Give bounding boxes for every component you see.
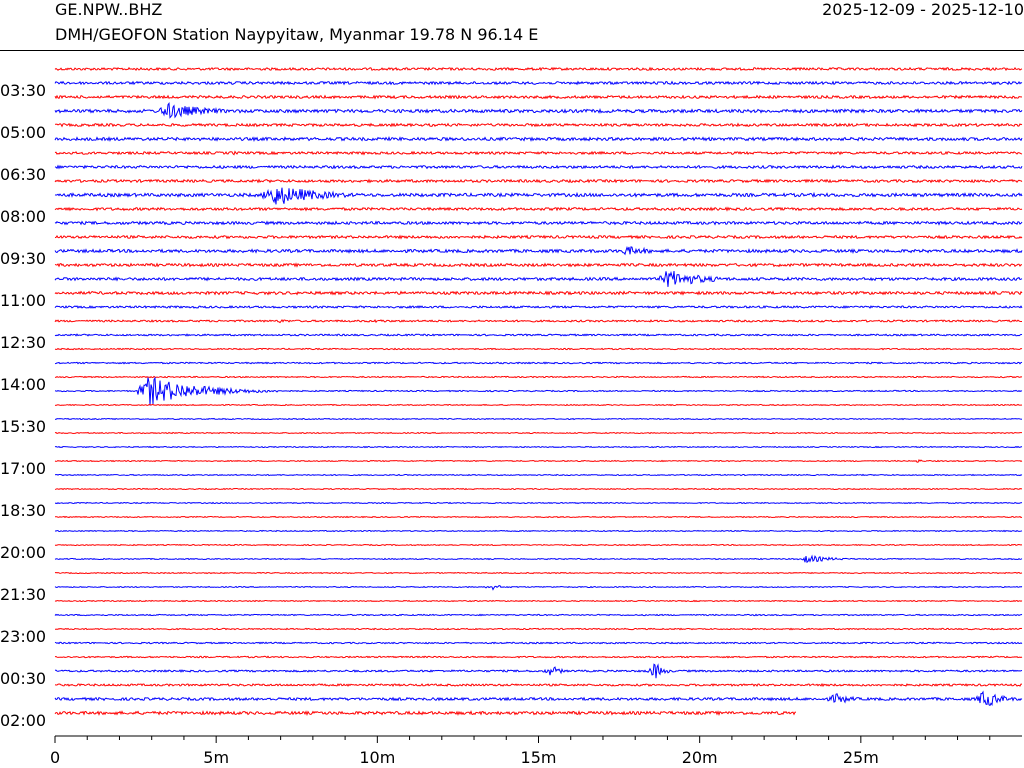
trace-20 (54, 347, 1023, 351)
trace-34 (54, 543, 1023, 547)
trace-7 (54, 164, 1023, 170)
station-subtitle: DMH/GEOFON Station Naypyitaw, Myanmar 19… (55, 25, 539, 44)
y-label-12: 21:30 (0, 585, 46, 604)
trace-36 (54, 571, 1023, 575)
trace-group (54, 66, 1023, 717)
trace-46 (54, 710, 797, 717)
trace-38 (54, 599, 1023, 603)
trace-35 (54, 554, 1023, 564)
trace-31 (54, 501, 1023, 505)
trace-23 (54, 376, 1023, 406)
trace-22 (54, 375, 1023, 379)
y-label-14: 00:30 (0, 669, 46, 688)
trace-44 (54, 682, 1022, 688)
trace-8 (54, 178, 1023, 184)
trace-24 (54, 403, 1023, 407)
trace-11 (54, 220, 1023, 226)
trace-4 (54, 122, 1023, 128)
y-label-15: 02:00 (0, 711, 46, 730)
y-label-4: 09:30 (0, 249, 46, 268)
trace-0 (54, 66, 1023, 72)
x-tick-label-5: 25m (843, 748, 879, 767)
trace-19 (54, 333, 1023, 337)
y-label-13: 23:00 (0, 627, 46, 646)
y-label-1: 05:00 (0, 123, 46, 142)
trace-13 (54, 245, 1023, 256)
trace-6 (54, 150, 1023, 156)
y-label-10: 18:30 (0, 501, 46, 520)
trace-12 (54, 234, 1023, 240)
y-label-7: 14:00 (0, 375, 46, 394)
y-label-8: 15:30 (0, 417, 46, 436)
trace-17 (54, 305, 1023, 309)
trace-26 (54, 431, 1022, 435)
trace-21 (54, 361, 1023, 365)
trace-9 (54, 187, 1023, 205)
x-tick-label-4: 20m (682, 748, 718, 767)
trace-27 (54, 445, 1023, 449)
trace-33 (54, 529, 1023, 533)
trace-32 (55, 515, 1023, 519)
x-tick-label-2: 10m (359, 748, 395, 767)
y-label-0: 03:30 (0, 81, 46, 100)
y-tick-labels: 03:30 05:00 06:30 08:00 09:30 11:00 12:30 14:00… (0, 81, 46, 730)
trace-29 (54, 473, 1023, 477)
y-label-6: 12:30 (0, 333, 46, 352)
trace-41 (54, 641, 1023, 645)
trace-14 (54, 262, 1022, 268)
trace-10 (54, 206, 1023, 212)
x-tick-label-1: 5m (203, 748, 229, 767)
x-tick-label-0: 0 (50, 748, 60, 767)
trace-39 (54, 613, 1023, 617)
trace-43 (54, 663, 1023, 679)
x-tick-label-3: 15m (521, 748, 557, 767)
trace-18 (54, 318, 1022, 324)
trace-28 (54, 458, 1023, 463)
date-range: 2025-12-09 - 2025-12-10 (822, 0, 1024, 19)
trace-30 (54, 487, 1023, 491)
channel-title: GE.NPW..BHZ (55, 0, 163, 19)
trace-1 (54, 80, 1023, 86)
trace-42 (54, 655, 1023, 659)
trace-15 (54, 270, 1023, 287)
trace-40 (54, 627, 1023, 631)
trace-5 (54, 136, 1023, 142)
y-label-11: 20:00 (0, 543, 46, 562)
trace-25 (54, 417, 1023, 421)
y-label-9: 17:00 (0, 459, 46, 478)
y-label-5: 11:00 (0, 291, 46, 310)
y-label-2: 06:30 (0, 165, 46, 184)
trace-37 (54, 585, 1023, 591)
trace-3 (54, 102, 1023, 119)
y-label-3: 08:00 (0, 207, 46, 226)
x-axis: 0 5m 10m 15m 20m 25m (50, 735, 1022, 767)
trace-45 (54, 690, 1023, 707)
trace-16 (54, 290, 1023, 296)
trace-2 (54, 94, 1023, 100)
